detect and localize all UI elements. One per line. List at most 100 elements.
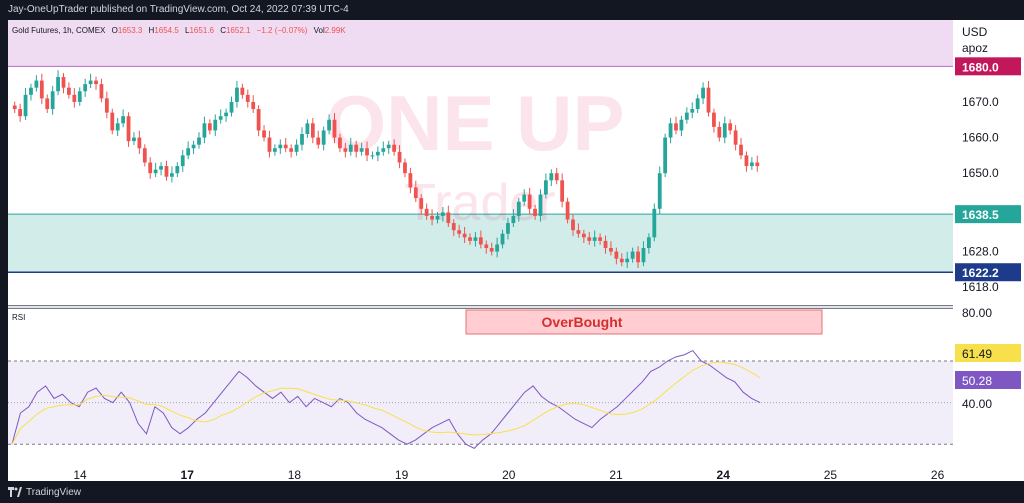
candle[interactable]: [159, 162, 163, 176]
candle[interactable]: [457, 224, 462, 238]
candle[interactable]: [489, 242, 494, 256]
price-scale[interactable]: USD apoz 1670.01660.01650.01628.01618.0 …: [955, 25, 1021, 294]
candle[interactable]: [592, 230, 597, 247]
candle[interactable]: [419, 194, 424, 215]
candle[interactable]: [375, 146, 380, 162]
candle[interactable]: [170, 166, 174, 183]
candle[interactable]: [12, 101, 17, 113]
candle[interactable]: [348, 137, 353, 156]
candle[interactable]: [538, 189, 543, 222]
candle[interactable]: [473, 231, 478, 247]
candle[interactable]: [207, 119, 212, 135]
candle[interactable]: [451, 219, 456, 236]
candle[interactable]: [197, 132, 201, 149]
candle[interactable]: [104, 91, 109, 119]
candlestick-series[interactable]: [12, 70, 760, 268]
candle[interactable]: [619, 253, 624, 267]
candle[interactable]: [34, 75, 39, 92]
rsi-line[interactable]: [11, 349, 761, 449]
candle[interactable]: [115, 117, 120, 137]
candle[interactable]: [506, 217, 510, 240]
candle[interactable]: [213, 114, 218, 137]
candle[interactable]: [245, 89, 250, 108]
candle[interactable]: [749, 157, 754, 170]
candle[interactable]: [571, 214, 575, 236]
candle[interactable]: [663, 133, 668, 178]
candle[interactable]: [370, 151, 375, 160]
candle[interactable]: [180, 150, 185, 172]
candle[interactable]: [408, 167, 413, 194]
candle[interactable]: [733, 125, 738, 151]
candle[interactable]: [310, 117, 315, 144]
candle[interactable]: [235, 80, 239, 108]
candle[interactable]: [45, 94, 50, 113]
candle[interactable]: [240, 83, 245, 99]
candle[interactable]: [701, 82, 705, 105]
candle[interactable]: [581, 229, 586, 244]
candle[interactable]: [164, 160, 169, 181]
time-axis[interactable]: 14 17 18 19 20 21 24 25 26: [73, 468, 944, 482]
candle[interactable]: [674, 116, 678, 135]
candle[interactable]: [256, 105, 261, 137]
candle[interactable]: [565, 197, 570, 224]
candle[interactable]: [668, 117, 673, 144]
candle[interactable]: [229, 96, 234, 117]
candle[interactable]: [343, 142, 348, 158]
candle[interactable]: [722, 116, 727, 144]
candle[interactable]: [511, 209, 516, 227]
candle[interactable]: [755, 155, 760, 172]
candle[interactable]: [99, 78, 104, 103]
candle[interactable]: [403, 158, 407, 178]
candle[interactable]: [657, 166, 662, 215]
candle[interactable]: [359, 142, 364, 156]
candle[interactable]: [462, 226, 467, 244]
candle[interactable]: [712, 108, 716, 133]
candle[interactable]: [272, 144, 277, 156]
candle[interactable]: [533, 204, 537, 220]
candle[interactable]: [598, 233, 602, 245]
candle[interactable]: [717, 121, 722, 142]
candle[interactable]: [424, 203, 429, 220]
candle[interactable]: [625, 251, 630, 268]
candle[interactable]: [83, 78, 88, 97]
candle[interactable]: [435, 212, 440, 224]
candle[interactable]: [522, 189, 527, 206]
candle[interactable]: [110, 108, 115, 135]
candle[interactable]: [153, 162, 158, 178]
candle[interactable]: [609, 241, 613, 256]
candle[interactable]: [636, 246, 640, 268]
candle[interactable]: [56, 70, 60, 96]
candle[interactable]: [365, 141, 369, 162]
candle[interactable]: [630, 247, 635, 263]
candle[interactable]: [61, 73, 66, 94]
overbought-box[interactable]: [465, 309, 823, 335]
candle[interactable]: [413, 180, 418, 203]
candle[interactable]: [72, 88, 77, 108]
candle[interactable]: [576, 223, 581, 238]
candle[interactable]: [739, 137, 743, 160]
candle[interactable]: [327, 114, 331, 135]
candle[interactable]: [186, 141, 191, 160]
candle[interactable]: [29, 83, 33, 101]
candle[interactable]: [316, 130, 321, 149]
candle[interactable]: [126, 112, 131, 147]
candle[interactable]: [614, 247, 619, 265]
rsi-scale[interactable]: 80.00 40.00 61.49 50.28: [955, 306, 1021, 411]
candle[interactable]: [142, 144, 147, 167]
candle[interactable]: [527, 187, 532, 215]
candle[interactable]: [641, 241, 646, 267]
candle[interactable]: [560, 173, 565, 208]
candle[interactable]: [690, 102, 695, 119]
candle[interactable]: [218, 109, 223, 124]
candle[interactable]: [468, 233, 472, 245]
candle[interactable]: [23, 88, 28, 121]
candle[interactable]: [202, 116, 207, 144]
candle[interactable]: [132, 132, 136, 146]
candle[interactable]: [88, 73, 93, 89]
candle[interactable]: [603, 235, 608, 254]
candle[interactable]: [386, 140, 391, 154]
candle[interactable]: [77, 87, 82, 106]
candle[interactable]: [39, 73, 44, 105]
rsi-ma-line[interactable]: [11, 361, 761, 445]
candle[interactable]: [392, 139, 397, 156]
